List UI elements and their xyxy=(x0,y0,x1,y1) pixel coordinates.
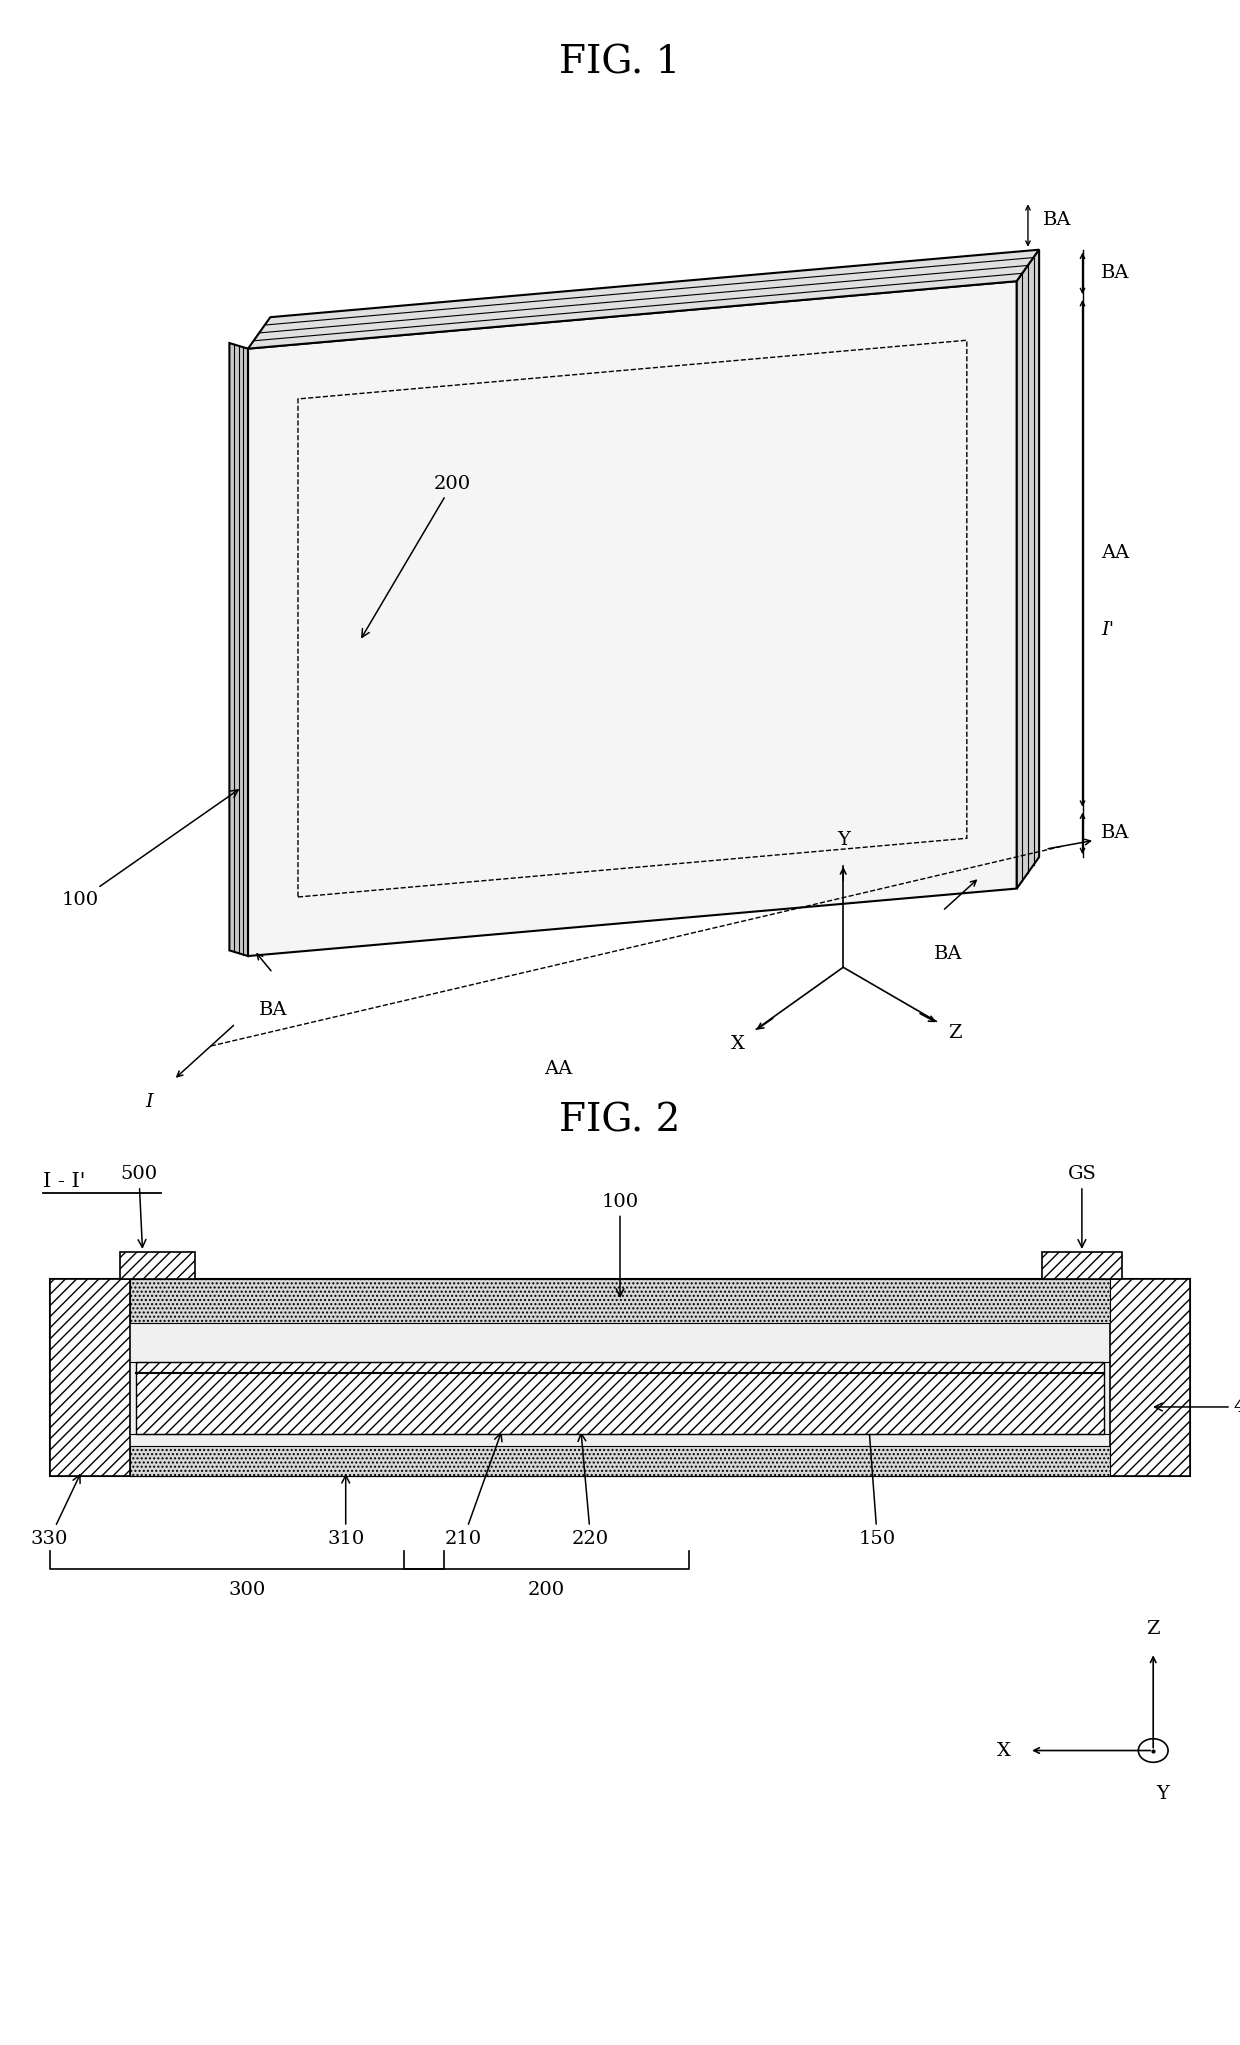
Text: I: I xyxy=(145,1094,153,1110)
Text: Y: Y xyxy=(1157,1785,1169,1804)
Text: BA: BA xyxy=(1101,824,1130,843)
Polygon shape xyxy=(248,249,1039,348)
Text: AA: AA xyxy=(1101,544,1130,562)
Text: BA: BA xyxy=(935,945,962,963)
Text: BA: BA xyxy=(1101,264,1130,282)
Text: 400: 400 xyxy=(1154,1399,1240,1415)
Text: 310: 310 xyxy=(327,1474,365,1548)
Bar xyxy=(50,1280,1190,1476)
Bar xyxy=(1110,1280,1190,1476)
Text: FIG. 1: FIG. 1 xyxy=(559,45,681,82)
Text: 300: 300 xyxy=(228,1581,265,1599)
Text: 200: 200 xyxy=(362,474,471,638)
Text: I': I' xyxy=(1101,622,1115,640)
Bar xyxy=(130,1446,1110,1476)
Text: AA: AA xyxy=(544,1059,572,1078)
Text: X: X xyxy=(997,1742,1011,1759)
Text: BA: BA xyxy=(259,1002,286,1018)
Text: I - I': I - I' xyxy=(43,1172,86,1190)
Polygon shape xyxy=(229,344,248,957)
Text: 200: 200 xyxy=(528,1581,565,1599)
Text: 220: 220 xyxy=(572,1434,609,1548)
Text: X: X xyxy=(730,1035,745,1053)
Text: Y: Y xyxy=(837,830,849,849)
Text: 100: 100 xyxy=(601,1192,639,1297)
Bar xyxy=(1042,1252,1122,1280)
Text: GS: GS xyxy=(1068,1166,1096,1247)
Bar xyxy=(120,1252,195,1280)
Text: Z: Z xyxy=(1147,1620,1159,1638)
Text: 500: 500 xyxy=(120,1166,157,1247)
Text: 150: 150 xyxy=(859,1378,895,1548)
Bar xyxy=(136,1362,1104,1434)
Text: BA: BA xyxy=(1043,211,1071,229)
Text: FIG. 2: FIG. 2 xyxy=(559,1102,681,1139)
Text: 100: 100 xyxy=(62,789,238,908)
Text: 210: 210 xyxy=(445,1434,502,1548)
Bar xyxy=(50,1280,130,1476)
Polygon shape xyxy=(1017,249,1039,890)
Text: 330: 330 xyxy=(31,1474,81,1548)
Text: Z: Z xyxy=(949,1022,961,1041)
Bar xyxy=(130,1280,1110,1323)
Polygon shape xyxy=(248,282,1017,957)
